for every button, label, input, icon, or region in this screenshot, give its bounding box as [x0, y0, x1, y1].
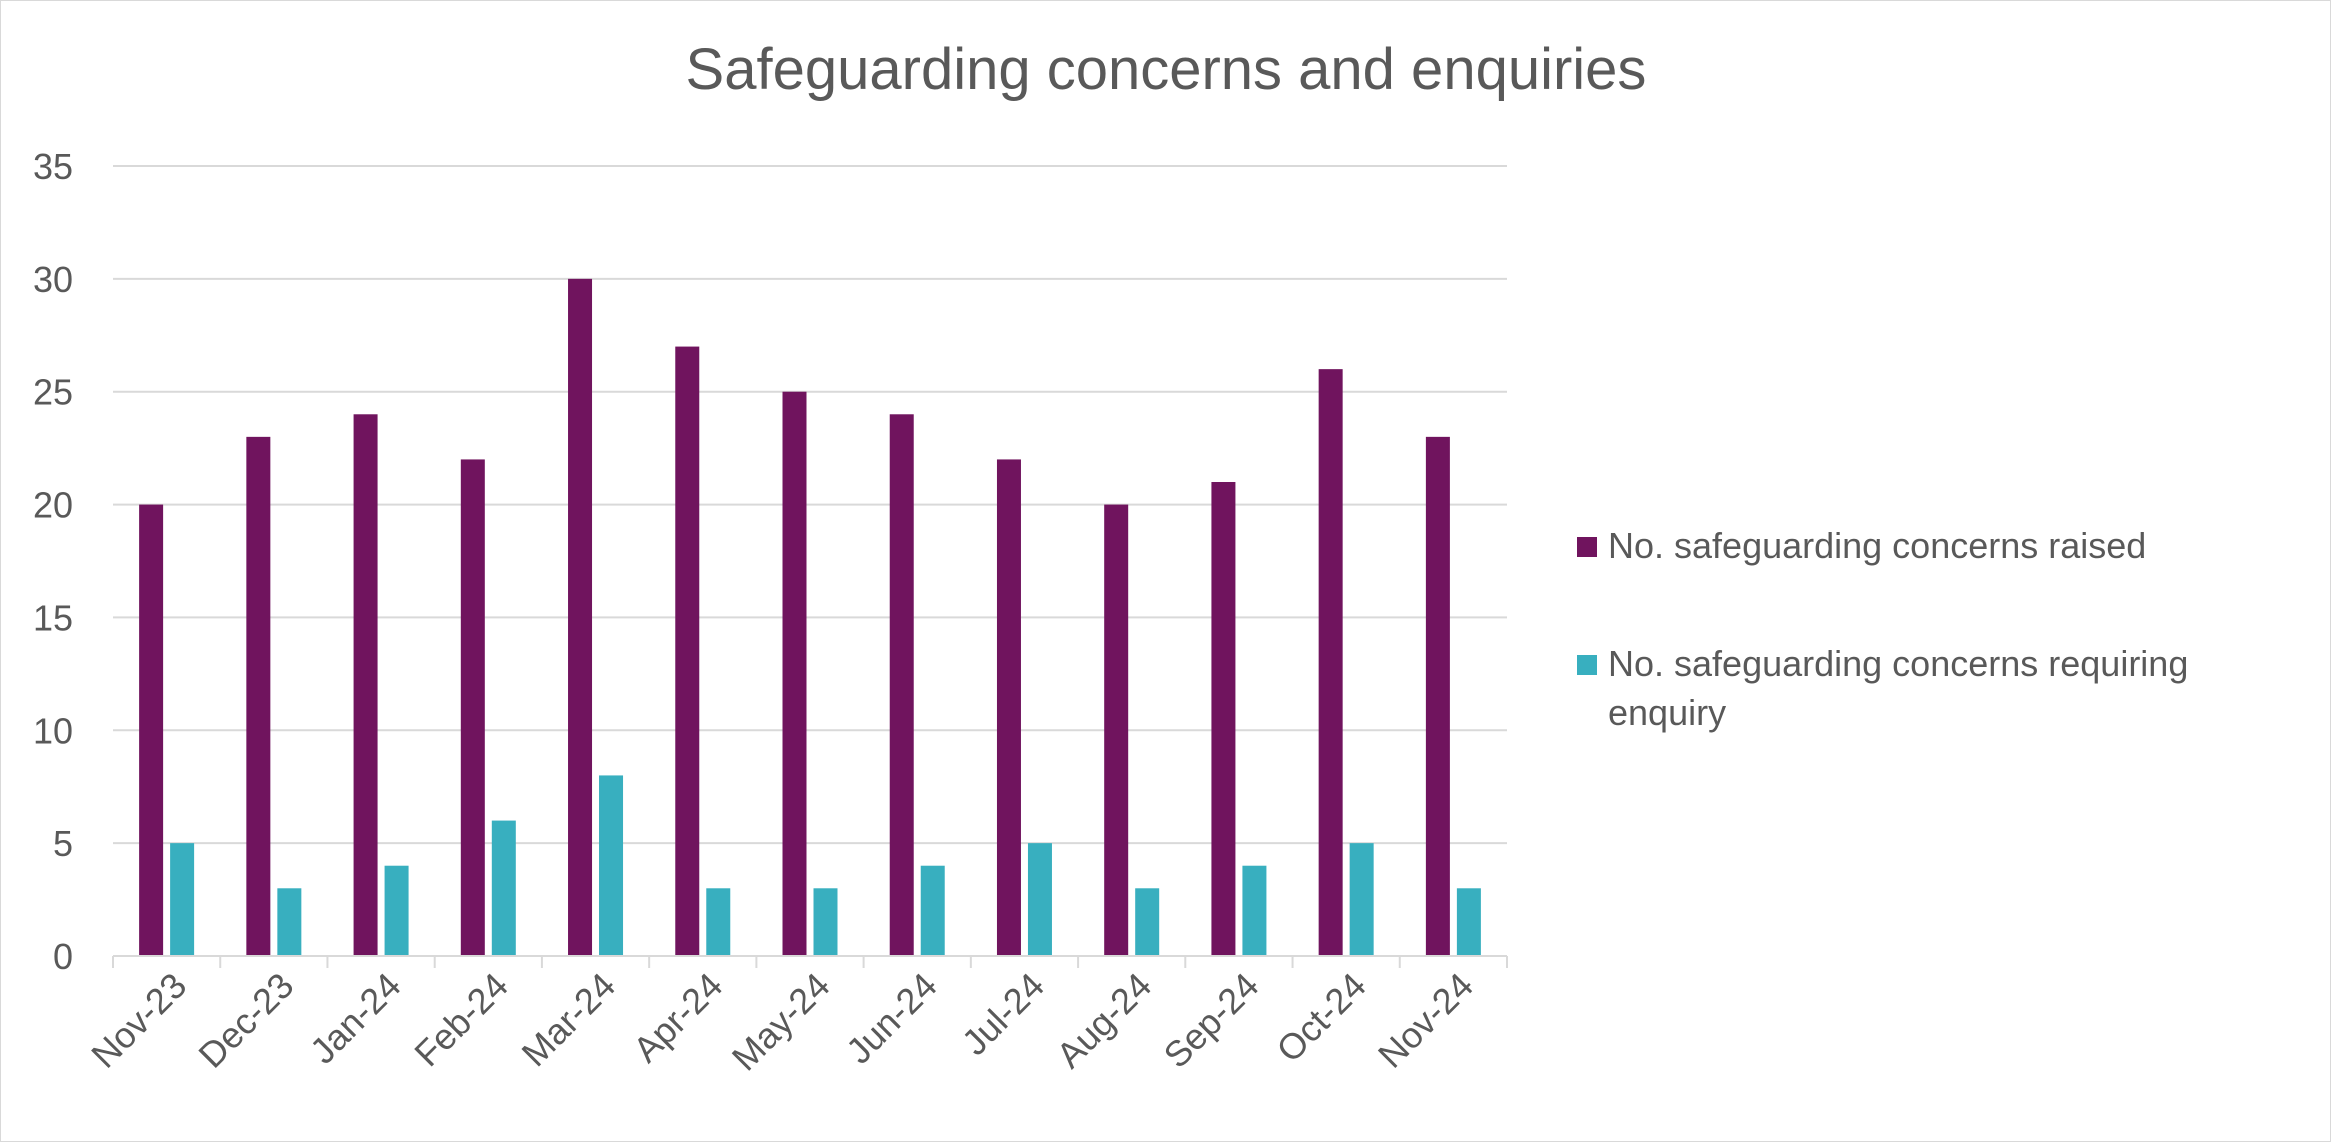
legend-label: No. safeguarding concerns raised [1608, 525, 2146, 566]
bar-requiring-enquiry-jan-24 [384, 865, 409, 956]
x-tick-label: Oct-24 [1268, 965, 1373, 1070]
bar-concerns-raised-jun-24 [889, 414, 914, 956]
bar-concerns-raised-mar-24 [568, 278, 593, 956]
bar-requiring-enquiry-nov-24 [1456, 888, 1481, 956]
legend: No. safeguarding concerns raised No. safe… [1577, 525, 2188, 733]
x-tick-label: Dec-23 [190, 965, 301, 1076]
x-tick-label: Jul-24 [954, 965, 1052, 1063]
y-tick-label: 0 [53, 936, 73, 977]
x-tick-label: Feb-24 [406, 965, 516, 1075]
y-tick-label: 30 [33, 259, 73, 300]
x-tick-label: Nov-24 [1370, 965, 1481, 1076]
legend-swatch [1577, 655, 1597, 675]
bar-requiring-enquiry-jun-24 [920, 865, 945, 956]
x-tick-label: May-24 [724, 965, 838, 1079]
y-tick-label: 10 [33, 710, 73, 751]
legend-label: No. safeguarding concerns requiring enqui… [1608, 643, 2188, 733]
bar-concerns-raised-nov-24 [1425, 436, 1450, 956]
bar-concerns-raised-apr-24 [675, 346, 700, 957]
bar-concerns-raised-oct-24 [1318, 369, 1343, 957]
x-tick-label: Sep-24 [1155, 965, 1266, 1076]
bar-concerns-raised-nov-23 [139, 504, 164, 956]
x-tick-label: Jan-24 [302, 965, 409, 1072]
y-tick-label: 35 [33, 146, 73, 187]
x-tick-label: Nov-23 [83, 965, 194, 1076]
bar-requiring-enquiry-feb-24 [491, 820, 516, 956]
x-tick-label: Apr-24 [625, 965, 730, 1070]
gridlines [113, 165, 1507, 845]
bar-requiring-enquiry-nov-23 [170, 843, 195, 956]
bar-concerns-raised-feb-24 [460, 459, 485, 956]
bar-requiring-enquiry-dec-23 [277, 888, 302, 956]
bar-requiring-enquiry-may-24 [813, 888, 838, 956]
x-tick-label: Mar-24 [514, 965, 624, 1075]
bar-requiring-enquiry-aug-24 [1135, 888, 1160, 956]
bar-concerns-raised-jan-24 [353, 414, 378, 956]
bar-requiring-enquiry-oct-24 [1349, 843, 1374, 956]
y-tick-label: 15 [33, 597, 73, 638]
y-tick-label: 25 [33, 372, 73, 413]
bar-concerns-raised-sep-24 [1211, 482, 1236, 956]
bar-requiring-enquiry-sep-24 [1242, 865, 1267, 956]
y-tick-label: 20 [33, 485, 73, 526]
x-tick-label: Aug-24 [1048, 965, 1159, 1076]
bar-concerns-raised-dec-23 [246, 436, 271, 956]
bar-requiring-enquiry-apr-24 [706, 888, 731, 956]
bar-concerns-raised-may-24 [782, 391, 807, 956]
x-tick-label: Jun-24 [838, 965, 945, 1072]
legend-swatch [1577, 537, 1597, 557]
bar-concerns-raised-jul-24 [996, 459, 1021, 956]
bar-requiring-enquiry-mar-24 [599, 775, 624, 956]
bars [139, 278, 1481, 957]
bar-requiring-enquiry-jul-24 [1027, 843, 1052, 956]
bar-concerns-raised-aug-24 [1104, 504, 1129, 956]
chart-title: Safeguarding concerns and enquiries [686, 37, 1647, 102]
y-tick-label: 5 [53, 823, 73, 864]
